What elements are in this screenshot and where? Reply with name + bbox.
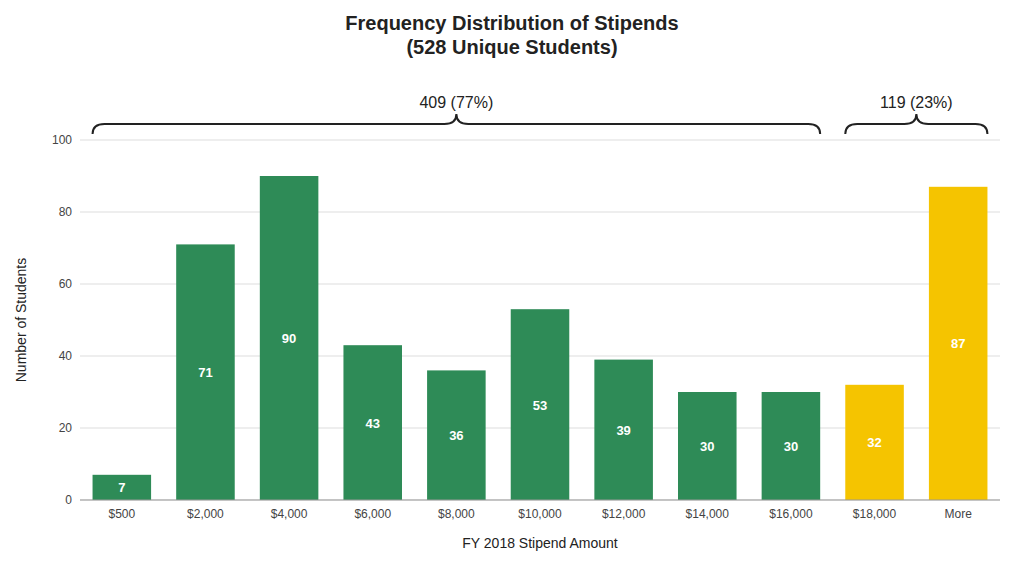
bar	[260, 176, 319, 500]
grid-line	[80, 212, 1000, 213]
data-label: 53	[533, 398, 547, 413]
x-tick-label: $12,000	[602, 507, 646, 521]
data-label: 36	[449, 428, 463, 443]
x-tick-label: $8,000	[438, 507, 475, 521]
x-tick-label: $2,000	[187, 507, 224, 521]
title: Frequency Distribution of Stipends(528 U…	[345, 12, 678, 58]
x-tick-label: $500	[108, 507, 135, 521]
x-tick-label: $16,000	[769, 507, 813, 521]
x-tick-label: $6,000	[354, 507, 391, 521]
bars	[93, 176, 988, 500]
grid-line	[80, 140, 1000, 141]
annotation: 119 (23%)	[880, 94, 953, 111]
brace	[93, 114, 821, 134]
data-label: 32	[867, 435, 881, 450]
y-tick-label: 40	[59, 349, 73, 363]
bar	[594, 360, 653, 500]
data-label: 7	[118, 480, 125, 495]
x-tick-label: $14,000	[686, 507, 730, 521]
y-tick-label: 0	[65, 493, 72, 507]
bar	[678, 392, 737, 500]
bar	[929, 187, 988, 500]
y-tick-label: 80	[59, 205, 73, 219]
bar	[845, 385, 904, 500]
data-label: 39	[616, 423, 630, 438]
annotation: 409 (77%)	[419, 94, 493, 111]
bar	[93, 475, 152, 500]
bar	[176, 244, 235, 500]
title-line: Frequency Distribution of Stipends	[345, 12, 678, 34]
data-label: 30	[700, 439, 714, 454]
chart: Frequency Distribution of Stipends(528 U…	[0, 0, 1024, 576]
brace	[845, 114, 987, 134]
x-axis-label: FY 2018 Stipend Amount	[462, 535, 618, 551]
x-tick-label: $4,000	[271, 507, 308, 521]
title-line: (528 Unique Students)	[406, 36, 617, 58]
y-axis: 0 20 40 60 80 100	[52, 133, 1000, 507]
data-label: 71	[198, 365, 212, 380]
data-label: 30	[784, 439, 798, 454]
x-tick-label: $10,000	[518, 507, 562, 521]
y-axis-label: Number of Students	[13, 258, 29, 383]
y-tick-label: 100	[52, 133, 72, 147]
bar	[511, 309, 570, 500]
annotations: 409 (77%) 119 (23%)	[93, 94, 988, 134]
x-tick-label: $18,000	[853, 507, 897, 521]
x-tick-label: More	[945, 507, 973, 521]
bar	[427, 370, 486, 500]
y-tick-label: 60	[59, 277, 73, 291]
data-label: 43	[365, 416, 379, 431]
data-labels: 7 71 90 43 36 53 39 30 30 32 87	[118, 331, 965, 495]
grid-line	[80, 500, 1000, 501]
data-label: 87	[951, 336, 965, 351]
bar	[762, 392, 821, 500]
x-axis-line	[80, 500, 1000, 501]
data-label: 90	[282, 331, 296, 346]
x-axis: $500 $2,000 $4,000 $6,000 $8,000 $10,000 $12,0…	[80, 500, 1000, 521]
bar	[343, 345, 402, 500]
y-tick-label: 20	[59, 421, 73, 435]
